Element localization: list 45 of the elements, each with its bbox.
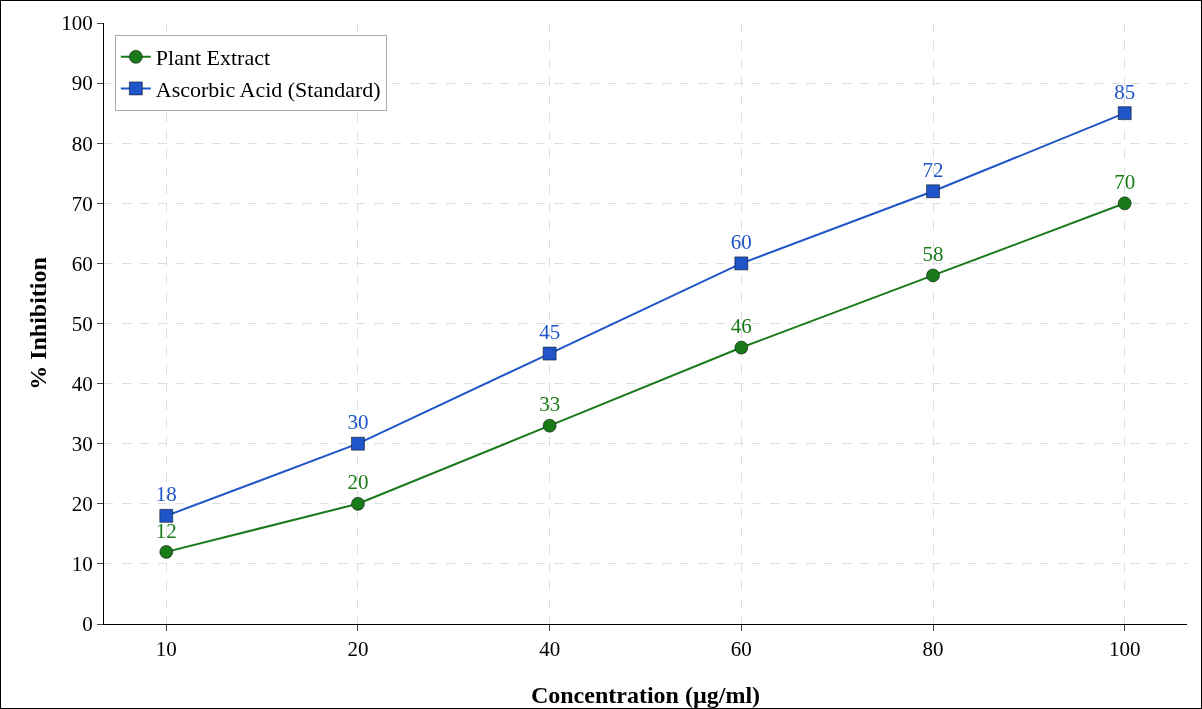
y-tick-label: 50 — [71, 311, 93, 336]
y-tick-label: 90 — [71, 71, 93, 96]
y-tick-label: 40 — [71, 371, 93, 396]
x-tick-label: 60 — [730, 637, 752, 662]
point — [351, 497, 365, 511]
data-label: 12 — [155, 518, 177, 543]
point — [542, 346, 557, 361]
y-tick-label: 0 — [82, 612, 93, 637]
x-axis-title: Concentration (µg/ml) — [530, 682, 761, 708]
x-tick-label: 100 — [1108, 637, 1141, 662]
data-label: 70 — [1114, 169, 1136, 194]
x-tick-label: 20 — [347, 637, 369, 662]
data-label: 30 — [347, 410, 369, 435]
y-axis-title: % Inhibition — [25, 257, 51, 390]
point — [734, 340, 749, 355]
y-tick-label: 70 — [71, 191, 93, 216]
point — [1117, 196, 1132, 211]
data-label: 18 — [155, 482, 177, 507]
y-tick-label: 60 — [71, 251, 93, 276]
legend-label: Plant Extract — [155, 45, 271, 71]
y-tick-label: 100 — [61, 11, 93, 36]
point — [542, 418, 557, 433]
y-tick-label: 80 — [71, 131, 93, 156]
legend-label: Ascorbic Acid (Standard) — [155, 77, 381, 102]
y-tick-label: 30 — [71, 432, 93, 457]
data-label: 45 — [539, 320, 561, 345]
y-tick-label: 20 — [71, 492, 93, 517]
point — [351, 436, 365, 451]
data-label: 46 — [730, 314, 752, 339]
data-label: 85 — [1114, 79, 1136, 104]
data-label: 33 — [539, 392, 561, 417]
point — [159, 545, 174, 559]
data-label: 60 — [730, 230, 752, 255]
x-tick-label: 40 — [539, 637, 561, 662]
y-tick-label: 10 — [71, 552, 93, 577]
point — [159, 509, 174, 523]
x-tick-label: 10 — [155, 637, 177, 662]
data-label: 72 — [922, 157, 944, 182]
point — [926, 184, 940, 199]
data-label: 58 — [922, 242, 944, 267]
data-label: 20 — [347, 470, 369, 495]
point — [926, 268, 940, 283]
point — [1117, 106, 1132, 120]
x-tick-label: 80 — [922, 637, 944, 662]
point — [734, 256, 749, 271]
